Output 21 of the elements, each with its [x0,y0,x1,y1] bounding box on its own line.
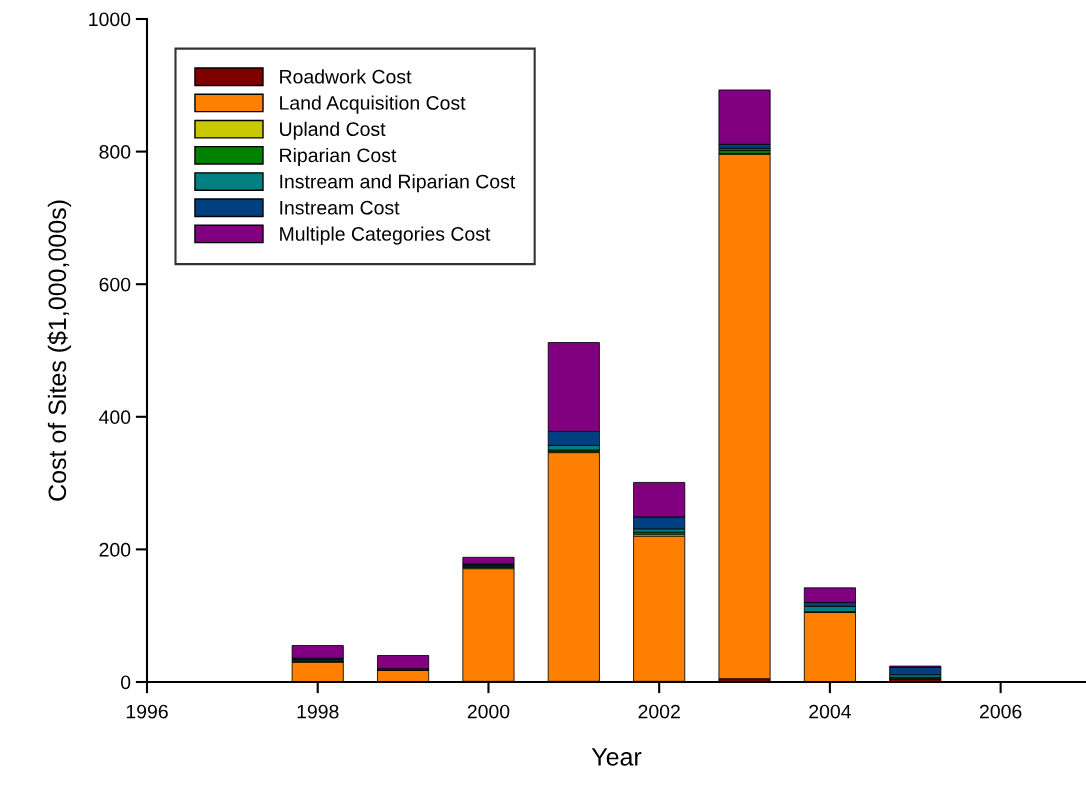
y-tick-label: 800 [99,145,131,159]
x-axis-title: Year [591,748,642,766]
x-tick-label: 1998 [297,704,339,719]
x-tick-label: 2002 [638,704,680,719]
x-tick-label: 2000 [467,704,510,719]
y-axis-title: Cost of Sites ($1,000,000s) [47,200,72,501]
legend-label: Riparian Cost [280,147,397,167]
x-tick-label: 2004 [809,704,851,719]
legend-label: Instream Cost [280,200,400,215]
y-tick-label: 200 [99,542,131,557]
legend-label: Roadwork Cost [280,69,412,84]
x-tick-label: 1996 [126,704,168,719]
y-tick-label: 0 [120,675,131,690]
y-tick-label: 400 [99,410,131,425]
y-tick-label: 1000 [89,12,131,27]
legend-label: Instream and Riparian Cost [280,174,516,193]
x-tick-label: 2006 [979,704,1022,719]
legend-label: Multiple Categories Cost [280,226,491,245]
legend-label: Upland Cost [280,121,386,140]
y-tick-label: 600 [99,277,131,292]
legend-label: Land Acquisition Cost [280,95,466,114]
